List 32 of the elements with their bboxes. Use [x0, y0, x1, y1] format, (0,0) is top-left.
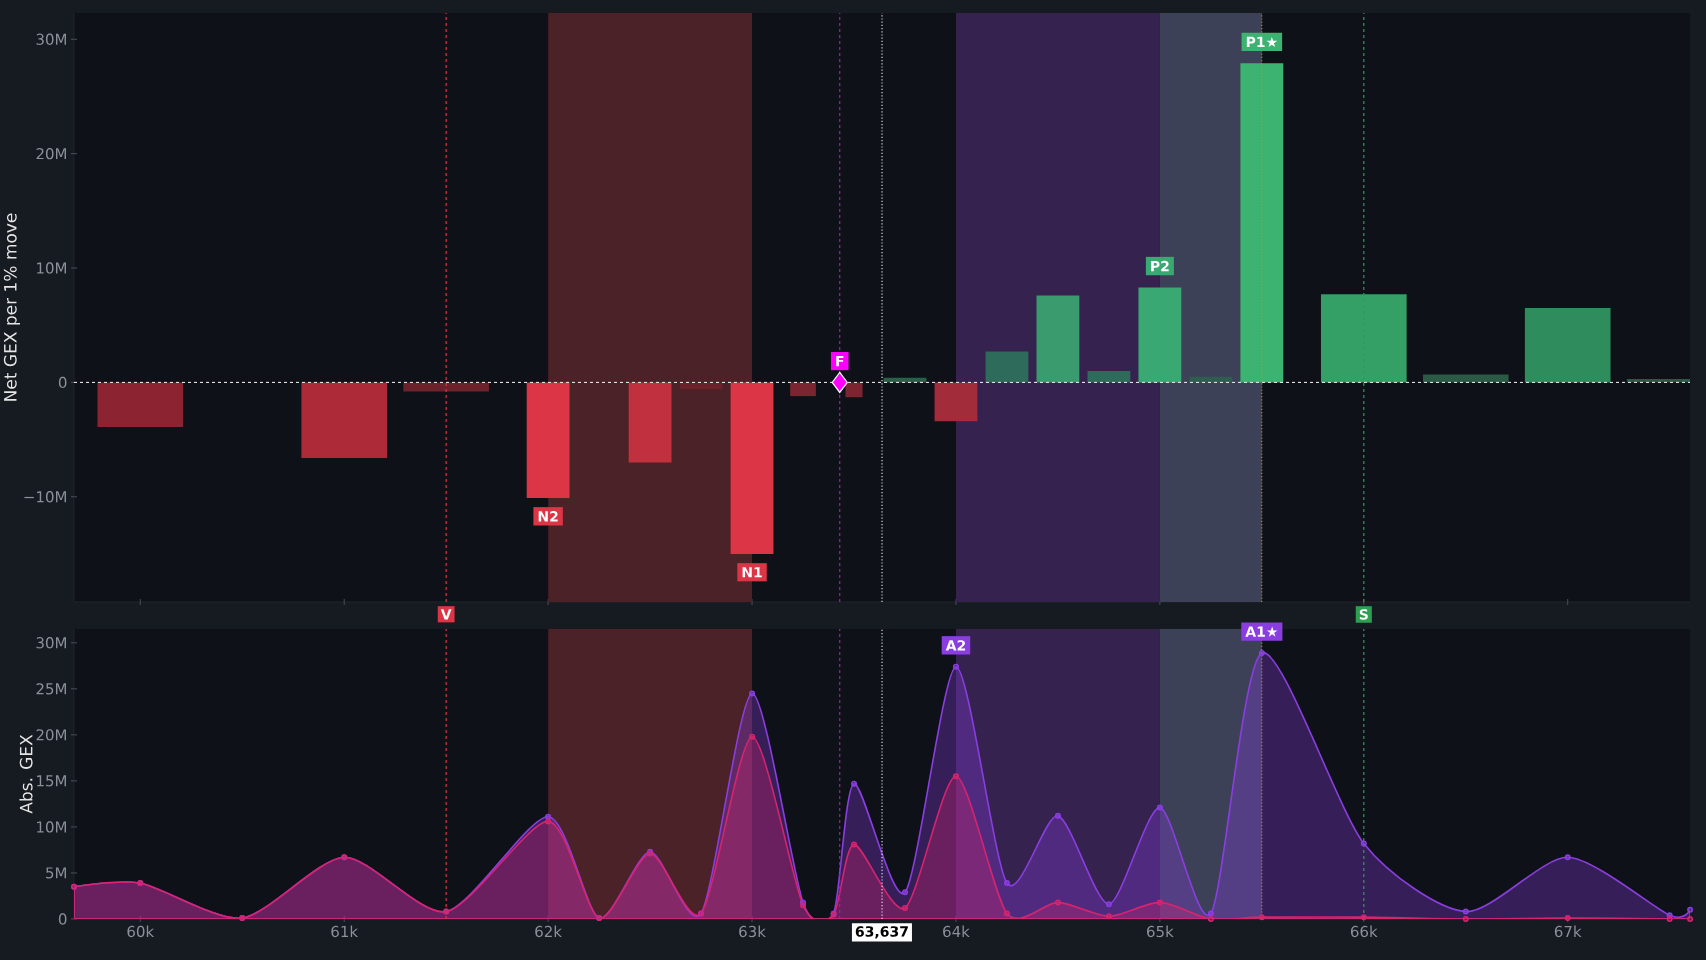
- annotation: P1★: [1246, 36, 1278, 48]
- y-tick-label: 10M: [37, 262, 66, 274]
- annotation: F: [836, 355, 844, 367]
- ref-line-label: S: [1359, 609, 1368, 620]
- annotation: A2: [945, 640, 966, 651]
- annotation: A1★: [1245, 626, 1278, 637]
- y-tick-label: 30M: [36, 33, 66, 45]
- x-tick-label: 60k: [127, 925, 155, 938]
- y-tick-label: −10M: [24, 491, 66, 503]
- y-tick-label: 0: [58, 376, 67, 389]
- annotation: N1: [742, 567, 762, 578]
- y-tick-label: 0: [58, 913, 67, 925]
- y-tick-label: 25M: [36, 683, 66, 695]
- ref-line-label: 63,637: [855, 926, 908, 939]
- x-tick-label: 63k: [739, 925, 766, 938]
- x-tick-label: 62k: [535, 925, 562, 938]
- x-tick-label: 61k: [331, 925, 359, 938]
- y-tick-label: 10M: [37, 821, 66, 833]
- y-tick-label: 20M: [36, 729, 66, 741]
- annotation: P2: [1151, 260, 1169, 272]
- annotation: N2: [538, 511, 558, 522]
- x-tick-label: 67k: [1554, 925, 1582, 938]
- y-tick-label: 15M: [37, 775, 66, 787]
- y-tick-label: 30M: [36, 637, 66, 649]
- y-tick-label: 5M: [46, 867, 66, 879]
- x-tick-label: 64k: [943, 925, 970, 938]
- x-tick-label: 65k: [1147, 925, 1174, 938]
- y-axis-title: Net GEX per 1% move: [3, 213, 21, 401]
- ref-line-label: V: [440, 609, 452, 620]
- y-axis-title: Abs. GEX: [19, 734, 33, 814]
- y-tick-label: 20M: [36, 147, 66, 160]
- x-tick-label: 66k: [1350, 925, 1378, 938]
